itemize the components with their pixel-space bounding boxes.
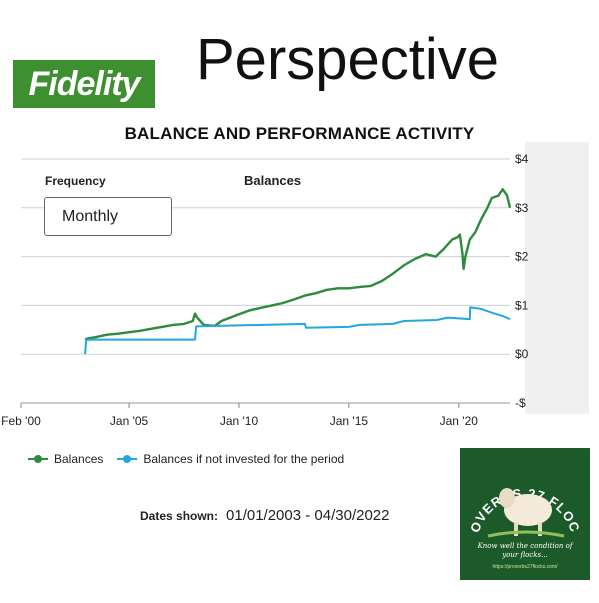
badge-url: https://proverbs27flocks.com/ [492, 564, 558, 570]
x-tick-label: Jan '05 [110, 414, 149, 428]
legend-label-balances: Balances [54, 452, 104, 466]
y-tick-label: $0 [515, 347, 529, 361]
x-tick-label: Jan '15 [330, 414, 369, 428]
sheep-logo-icon: PROVERBS 27 FLOCKS Know well the conditi… [460, 448, 582, 570]
badge-line1: Know well the condition of [477, 542, 574, 550]
y-tick-label: $3 [515, 201, 529, 215]
legend-swatch-not-invested [117, 454, 138, 464]
dates-value: 01/01/2003 - 04/30/2022 [226, 507, 390, 524]
y-tick-label: $4 [515, 152, 529, 166]
series-line-not-invested [84, 306, 511, 355]
series-line-balances [84, 188, 512, 341]
chart-subtitle: Balances [244, 173, 302, 188]
chart-title: BALANCE AND PERFORMANCE ACTIVITY [124, 124, 475, 143]
fidelity-logo: Fidelity [13, 60, 155, 108]
headline: Perspective [196, 27, 500, 92]
x-tick-label: Jan '10 [220, 414, 259, 428]
y-tick-label: -$ [515, 396, 526, 410]
dates-label: Dates shown: [140, 509, 219, 523]
y-tick-label: $2 [515, 250, 529, 264]
y-tick-label: $1 [515, 298, 529, 312]
badge-line2: your flocks... [501, 551, 548, 559]
legend-swatch-balances [28, 454, 48, 464]
axis-shade-panel [525, 142, 589, 414]
proverbs-27-flocks-badge: PROVERBS 27 FLOCKS Know well the conditi… [460, 448, 590, 580]
legend-item-not-invested[interactable]: Balances if not invested for the period [117, 452, 344, 466]
x-tick-label: Jan '20 [440, 414, 479, 428]
legend-label-not-invested: Balances if not invested for the period [143, 452, 345, 466]
legend-item-balances[interactable]: Balances [28, 452, 103, 466]
frequency-label: Frequency [45, 174, 106, 188]
frequency-dropdown[interactable]: Monthly [44, 197, 172, 236]
logo-text: Fidelity [28, 64, 140, 103]
x-tick-label: Feb '00 [1, 414, 41, 428]
dates-shown: Dates shown: 01/01/2003 - 04/30/2022 [140, 507, 390, 524]
chart-legend: Balances Balances if not invested for th… [28, 452, 358, 466]
